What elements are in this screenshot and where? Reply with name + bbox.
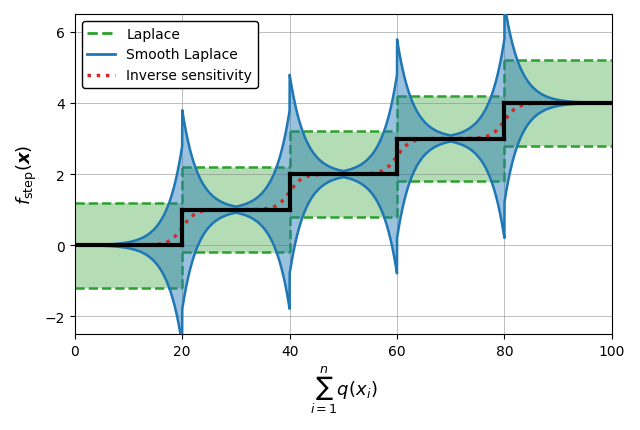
Y-axis label: $f_{\mathrm{step}}(\boldsymbol{x})$: $f_{\mathrm{step}}(\boldsymbol{x})$ (15, 144, 39, 205)
X-axis label: $\sum_{i=1}^{n} q(x_i)$: $\sum_{i=1}^{n} q(x_i)$ (310, 364, 377, 415)
Legend: Laplace, Smooth Laplace, Inverse sensitivity: Laplace, Smooth Laplace, Inverse sensiti… (82, 22, 258, 89)
